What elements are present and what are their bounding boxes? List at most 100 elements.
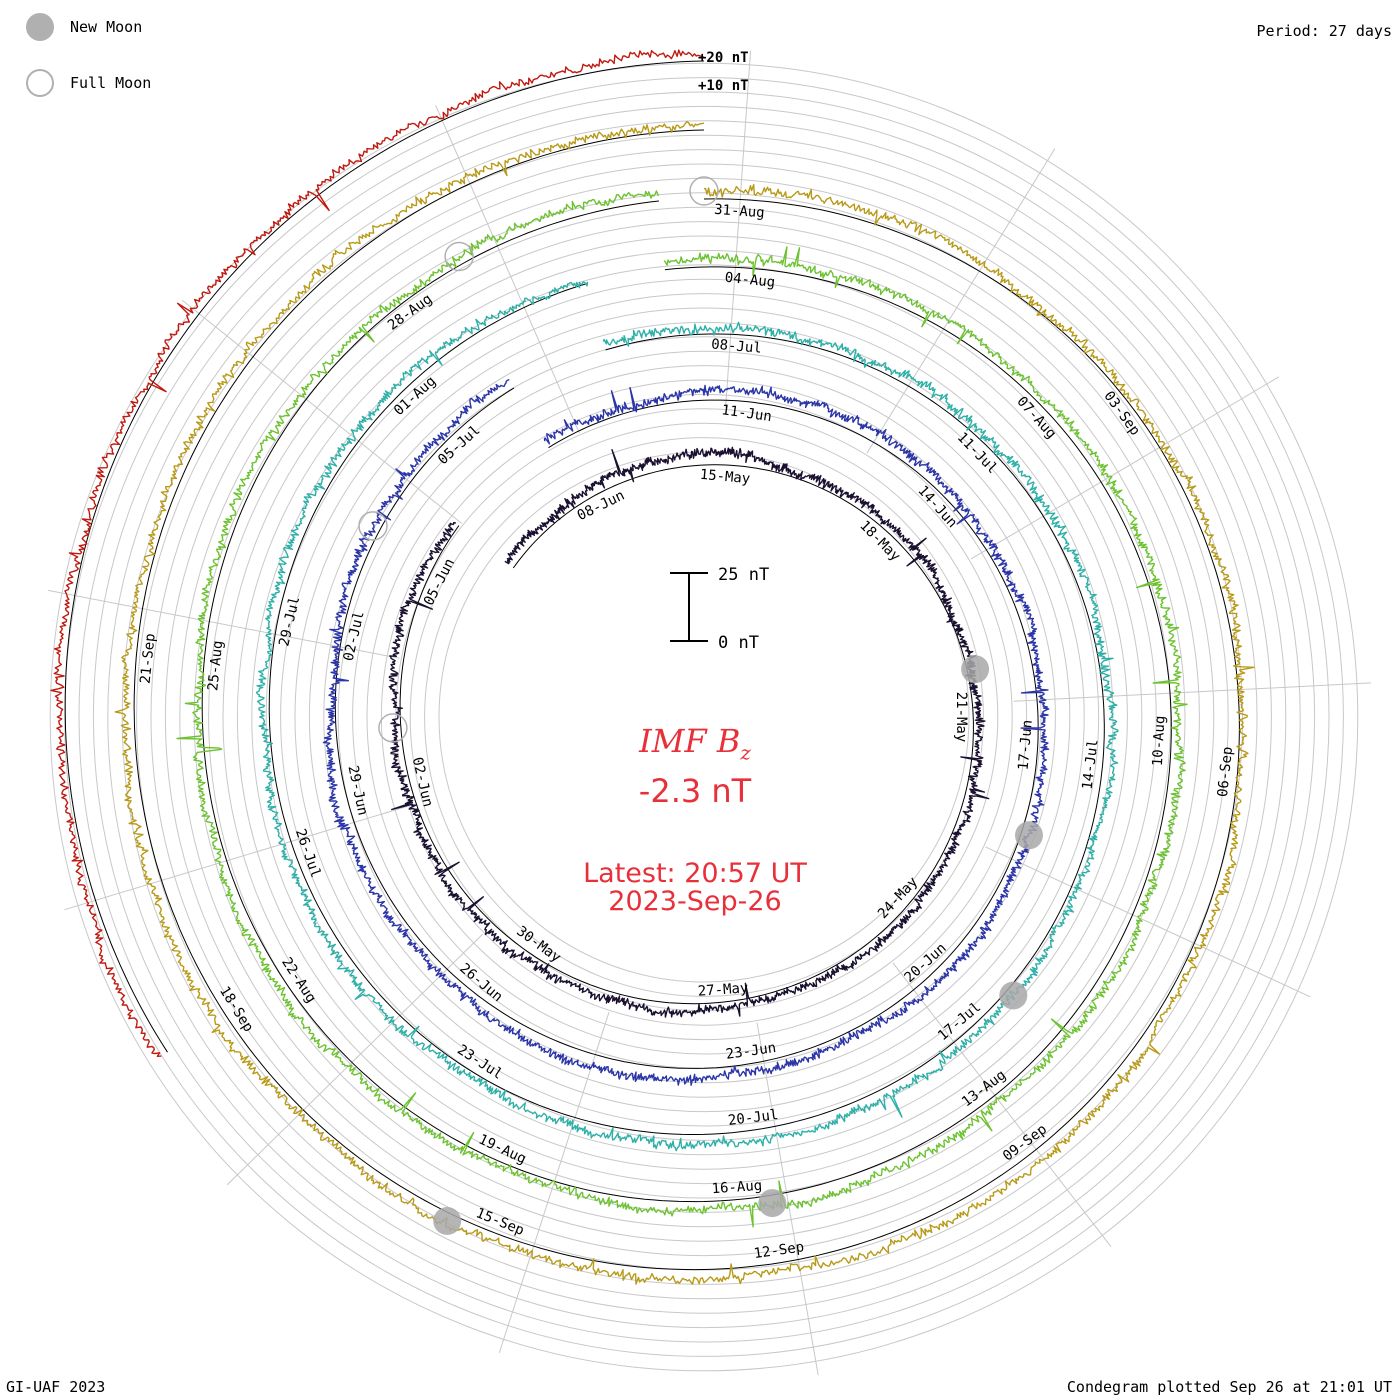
grid-spoke (181, 299, 463, 524)
date-label: 06-Sep (1215, 746, 1236, 798)
grid-ring (136, 149, 1272, 1285)
grid-ring (107, 120, 1301, 1314)
grid-ring (222, 235, 1186, 1199)
series-line-5 (114, 121, 1255, 1285)
full-moon-marker (444, 241, 474, 272)
grid-spoke (756, 1022, 819, 1376)
date-label: 14-Jul (1080, 738, 1102, 790)
grid-spoke (725, 50, 752, 408)
new-moon-marker (758, 1189, 787, 1218)
date-label: 23-Jun (725, 1040, 777, 1063)
date-label: 04-Aug (724, 270, 776, 291)
series-line-4 (176, 190, 1188, 1228)
grid-spoke (892, 962, 1112, 1248)
date-label: 11-Jun (720, 402, 772, 425)
scale-bar-top-label: 25 nT (718, 565, 769, 585)
date-label: 15-May (699, 467, 751, 487)
date-label: 02-Jul (341, 610, 368, 663)
grid-ring (337, 350, 1071, 1084)
full-moon-marker (358, 511, 388, 541)
grid-ring (64, 77, 1344, 1357)
scale-label-plus20: +20 nT (698, 50, 749, 66)
credit-label: GI-UAF 2023 (6, 1378, 106, 1396)
grid-ring (251, 264, 1157, 1170)
full-moon-marker (689, 176, 719, 206)
grid-spoke (866, 148, 1056, 454)
grid-ring (424, 437, 984, 997)
outer-scale: +20 nT +10 nT (698, 50, 749, 94)
latest-date: 2023-Sep-26 (608, 886, 782, 917)
grid-spoke (64, 805, 408, 911)
grid-ring (49, 62, 1359, 1372)
series-baseline-3 (268, 282, 1105, 1135)
moon-markers (358, 176, 1043, 1235)
date-label: 29-Jun (344, 764, 370, 817)
grid-ring (308, 321, 1100, 1113)
chart-title: IMF Bz (500, 722, 890, 764)
date-label: 17-Jun (1016, 719, 1036, 771)
grid-ring (92, 105, 1316, 1329)
chart-title-main: IMF B (639, 722, 741, 760)
date-label: 20-Jul (727, 1107, 779, 1129)
grid-ring (193, 206, 1215, 1228)
grid-ring (179, 192, 1229, 1242)
latest-time: Latest: 20:57 UT (583, 858, 807, 889)
grid-spoke (985, 846, 1311, 998)
grid-ring (150, 163, 1258, 1271)
grid-ring (236, 249, 1172, 1185)
date-label: 29-Jul (276, 595, 303, 648)
series-baseline-2 (334, 387, 1039, 1069)
new-moon-marker (1015, 821, 1043, 850)
new-moon-marker (999, 981, 1028, 1010)
date-label: 25-Aug (205, 640, 226, 692)
date-label: 21-May (953, 692, 969, 743)
date-label: 21-Sep (138, 633, 159, 685)
legend-full-moon: Full Moon (26, 68, 151, 98)
series-line-2 (322, 379, 1050, 1086)
grid-spoke (1013, 682, 1372, 702)
grid-ring (78, 91, 1330, 1343)
period-label: Period: 27 days (1256, 22, 1392, 40)
grid-ring (409, 422, 999, 1012)
grid-ring (395, 408, 1013, 1026)
latest-value: -2.3 nT (638, 772, 752, 810)
scale-label-plus10: +10 nT (698, 78, 749, 94)
legend-new-moon-label: New Moon (70, 18, 143, 36)
grid-ring (438, 451, 970, 983)
series-baseline-6 (64, 60, 705, 1053)
chart-series-group (50, 49, 1255, 1285)
legend-full-moon-label: Full Moon (70, 74, 152, 92)
series-line-1 (388, 446, 990, 1018)
grid-ring (265, 278, 1143, 1156)
date-label: 27-May (697, 980, 749, 999)
date-label: 08-Jul (711, 336, 763, 356)
chart-title-subscript: z (740, 740, 751, 765)
full-moon-marker (378, 713, 408, 743)
date-label: 10-Aug (1150, 715, 1169, 766)
date-label: 31-Aug (714, 202, 766, 221)
grid-spoke (970, 376, 1280, 560)
grid-spoke (435, 105, 580, 434)
scale-bar-bottom-label: 0 nT (718, 633, 759, 653)
new-moon-icon (26, 13, 54, 41)
grid-ring (323, 336, 1085, 1098)
full-moon-icon (26, 69, 54, 97)
legend-new-moon: New Moon (26, 12, 142, 42)
series-line-3 (256, 281, 1119, 1152)
grid-ring (280, 293, 1128, 1141)
date-label: 12-Sep (753, 1239, 805, 1262)
grid-ring (121, 134, 1287, 1300)
grid-ring (164, 177, 1244, 1257)
grid-ring (208, 221, 1200, 1213)
series-line-6 (50, 49, 705, 1057)
date-label: 16-Aug (711, 1178, 763, 1197)
grid-spoke (48, 589, 400, 659)
series-baseline-1 (399, 464, 974, 1005)
new-moon-marker (961, 655, 990, 684)
series-baseline-5 (133, 129, 1240, 1271)
plotted-timestamp: Condegram plotted Sep 26 at 21:01 UT (1066, 1378, 1392, 1396)
scale-bar: 25 nT 0 nT (670, 565, 769, 653)
series-baseline-4 (201, 200, 1172, 1203)
new-moon-marker (433, 1207, 462, 1235)
